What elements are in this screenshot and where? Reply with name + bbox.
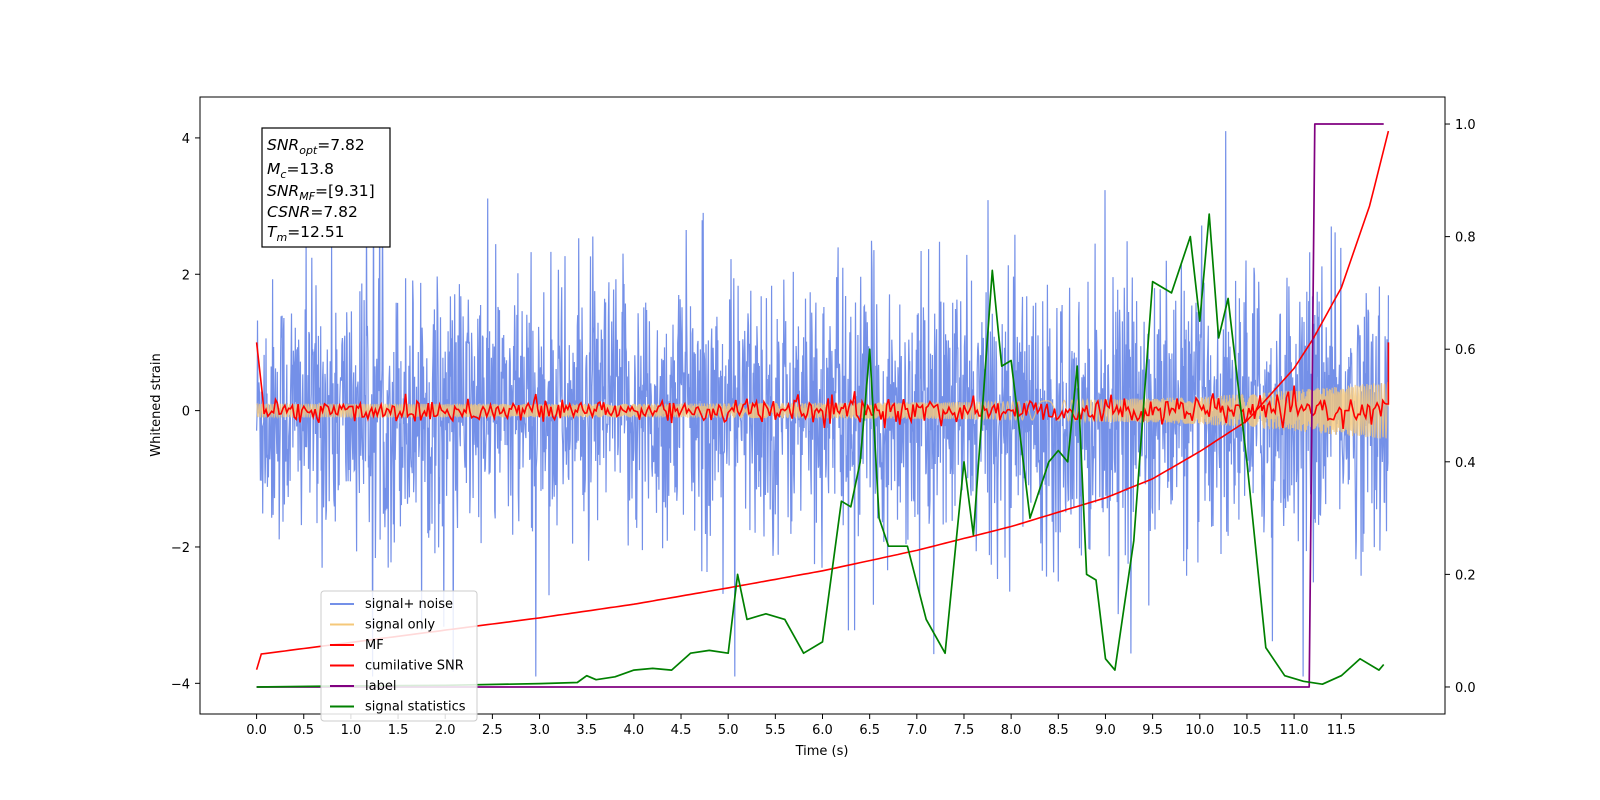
y-right-tick-label: 0.4 bbox=[1455, 456, 1476, 471]
x-tick-label: 7.0 bbox=[906, 723, 927, 738]
x-tick-label: 11.5 bbox=[1327, 723, 1356, 738]
x-tick-label: 10.5 bbox=[1232, 723, 1261, 738]
y-right-tick-label: 0.0 bbox=[1455, 681, 1476, 696]
x-tick-label: 0.0 bbox=[246, 723, 267, 738]
info-csnr: CSNR=7.82 bbox=[267, 203, 358, 221]
info-tm-base: T bbox=[267, 223, 278, 241]
x-tick-label: 1.0 bbox=[341, 723, 362, 738]
series-mf bbox=[255, 342, 1390, 429]
x-tick-label: 6.0 bbox=[812, 723, 833, 738]
x-tick-label: 8.0 bbox=[1001, 723, 1022, 738]
x-axis-label: Time (s) bbox=[795, 744, 849, 759]
info-csnr-base: CSNR bbox=[267, 203, 310, 221]
x-tick-label: 5.0 bbox=[718, 723, 739, 738]
info-snr-opt: SNRopt=7.82 bbox=[267, 136, 365, 157]
legend-entry-label: signal only bbox=[365, 618, 435, 633]
y-right-tick-label: 0.6 bbox=[1455, 343, 1476, 358]
y-left-tick-label: 4 bbox=[182, 132, 190, 147]
x-tick-label: 9.0 bbox=[1095, 723, 1116, 738]
info-snr-mf-value: =[9.31] bbox=[315, 182, 375, 200]
x-tick-label: 4.0 bbox=[624, 723, 645, 738]
y-right-tick-label: 0.8 bbox=[1455, 231, 1476, 246]
info-snr-mf-base: SNR bbox=[267, 182, 299, 200]
y-right-tick-label: 1.0 bbox=[1455, 118, 1476, 133]
info-mc-value: =13.8 bbox=[286, 160, 334, 178]
info-snr-opt-base: SNR bbox=[267, 136, 299, 154]
series-label bbox=[256, 123, 1384, 688]
x-tick-label: 2.5 bbox=[482, 723, 503, 738]
info-tm-sub: m bbox=[276, 231, 287, 244]
y-left-tick-label: −4 bbox=[171, 677, 190, 692]
x-tick-label: 4.5 bbox=[671, 723, 692, 738]
info-tm: Tm=12.51 bbox=[267, 223, 345, 244]
y-left-tick-label: −2 bbox=[171, 541, 190, 556]
x-tick-label: 7.5 bbox=[954, 723, 975, 738]
info-csnr-value: =7.82 bbox=[310, 203, 358, 221]
info-mc-base: M bbox=[267, 160, 280, 178]
y-axis-left: −4 −2 0 2 4 bbox=[171, 132, 200, 692]
legend-entry-label: label bbox=[365, 679, 396, 694]
info-mc: Mc=13.8 bbox=[267, 160, 334, 181]
legend-entry-label: signal+ noise bbox=[365, 597, 453, 612]
y-right-tick-label: 0.2 bbox=[1455, 568, 1476, 583]
legend-frame bbox=[320, 590, 478, 722]
x-axis: 0.0 0.5 1.0 1.5 2.0 2.5 3.0 3.5 4.0 4.5 5.0 5.5 6.0 6… bbox=[246, 714, 1356, 738]
info-box-frame bbox=[261, 127, 391, 248]
series-signal-statistics bbox=[256, 213, 1385, 688]
y-axis-right: 0.0 0.2 0.4 0.6 0.8 1.0 bbox=[1445, 118, 1476, 696]
x-tick-label: 3.0 bbox=[529, 723, 550, 738]
x-tick-label: 8.5 bbox=[1048, 723, 1069, 738]
y-axis-label: Whitened strain bbox=[149, 353, 164, 456]
x-tick-label: 2.0 bbox=[435, 723, 456, 738]
info-snr-opt-sub: opt bbox=[299, 144, 318, 157]
legend-entry-label: cumilative SNR bbox=[365, 659, 464, 674]
legend-entry-label: signal statistics bbox=[365, 700, 466, 715]
info-snr-mf-sub: MF bbox=[299, 190, 315, 203]
x-tick-label: 6.5 bbox=[859, 723, 880, 738]
y-left-tick-label: 2 bbox=[182, 268, 190, 283]
x-tick-label: 11.0 bbox=[1280, 723, 1309, 738]
x-tick-label: 10.0 bbox=[1185, 723, 1214, 738]
info-snr-opt-value: =7.82 bbox=[317, 136, 365, 154]
legend: signal+ noise signal only MF cumilative SNR… bbox=[320, 590, 478, 722]
x-tick-label: 3.5 bbox=[576, 723, 597, 738]
y-left-tick-label: 0 bbox=[182, 405, 190, 420]
info-box: SNRopt=7.82 Mc=13.8 SNRMF=[9.31] CSNR=7.… bbox=[261, 127, 391, 248]
x-tick-label: 9.5 bbox=[1142, 723, 1163, 738]
x-tick-label: 1.5 bbox=[388, 723, 409, 738]
x-tick-label: 5.5 bbox=[765, 723, 786, 738]
series-signal-noise bbox=[256, 131, 1389, 677]
x-tick-label: 0.5 bbox=[293, 723, 314, 738]
info-snr-mf: SNRMF=[9.31] bbox=[267, 182, 375, 203]
info-mc-sub: c bbox=[280, 168, 286, 181]
info-tm-value: =12.51 bbox=[287, 223, 344, 241]
legend-entry-label: MF bbox=[365, 638, 384, 653]
series-signal-only bbox=[256, 381, 1389, 439]
